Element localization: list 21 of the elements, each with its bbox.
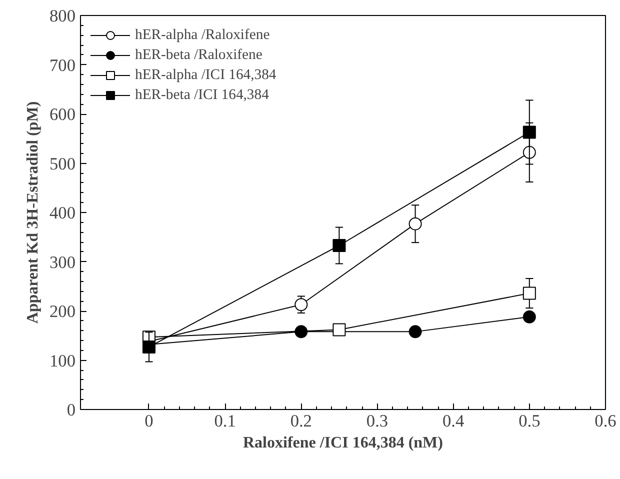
y-tick-label: 400 xyxy=(50,204,76,222)
legend-label: hER-beta /Raloxifene xyxy=(135,46,262,64)
y-tick-label: 200 xyxy=(50,302,76,321)
x-tick-label: 0.2 xyxy=(290,412,312,430)
y-tick-label: 100 xyxy=(50,351,76,370)
y-tick-label: 500 xyxy=(50,154,76,174)
x-tick-label: 0.1 xyxy=(214,412,236,430)
y-tick-label: 600 xyxy=(50,105,76,124)
legend-label: hER-alpha /Raloxifene xyxy=(135,26,270,44)
y-tick-label: 800 xyxy=(50,6,76,26)
x-tick-label: 0.5 xyxy=(518,412,540,430)
x-axis-title: Raloxifene /ICI 164,384 (nM) xyxy=(243,434,443,452)
legend-label: hER-alpha /ICI 164,384 xyxy=(135,66,276,84)
y-axis-title: Apparent Kd 3H-Estradiol (pM) xyxy=(24,101,42,324)
y-tick-label: 300 xyxy=(50,252,76,272)
legend-label: hER-beta /ICI 164,384 xyxy=(135,86,269,104)
x-tick-label: 0.3 xyxy=(366,412,388,430)
x-tick-label: 0 xyxy=(144,412,154,430)
x-tick-label: 0.6 xyxy=(594,412,617,430)
y-tick-label: 700 xyxy=(50,56,76,75)
x-tick-label: 0.4 xyxy=(442,412,464,430)
